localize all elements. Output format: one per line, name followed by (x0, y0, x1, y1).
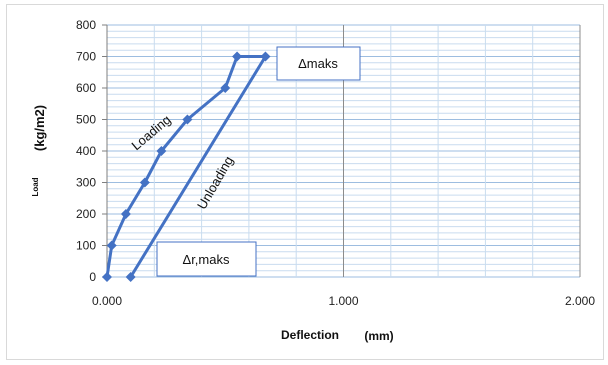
data-point-marker (232, 51, 243, 62)
x-axis-label: Deflection (281, 328, 339, 342)
y-tick-label: 600 (76, 81, 96, 95)
x-tick-labels: 0.000 1.000 2.000 (92, 294, 595, 308)
delta-r-max-label: Δr,maks (183, 252, 230, 267)
data-point-marker (106, 240, 117, 251)
data-point-marker (220, 83, 231, 93)
y-tick-label: 700 (76, 50, 96, 64)
delta-max-box (276, 46, 361, 81)
y-axis-label: Load (31, 177, 40, 196)
y-tick-label: 0 (89, 270, 96, 284)
series-line (105, 55, 267, 278)
y-tick-label: 800 (76, 18, 96, 32)
y-tick-labels: 0 100 200 300 400 500 600 700 800 (76, 18, 107, 284)
data-point-marker (102, 272, 112, 282)
data-point-marker (156, 146, 167, 156)
data-point-marker (125, 272, 136, 282)
delta-max-label: Δmaks (298, 56, 338, 71)
x-tick-label: 0.000 (92, 294, 122, 308)
delta-r-max-box (156, 241, 257, 277)
data-point-marker (139, 177, 150, 188)
y-axis-unit: (kg/m2) (32, 105, 47, 151)
x-axis-unit: (mm) (364, 329, 393, 343)
y-tick-label: 400 (76, 144, 96, 158)
y-tick-label: 100 (76, 239, 96, 253)
series (102, 51, 271, 282)
y-tick-label: 300 (76, 176, 96, 190)
x-tick-label: 1.000 (328, 294, 358, 308)
data-point-marker (182, 114, 193, 125)
y-tick-label: 200 (76, 207, 96, 221)
x-tick-label: 2.000 (565, 294, 595, 308)
data-point-marker (120, 209, 131, 219)
data-point-marker (260, 51, 271, 62)
y-tick-label: 500 (76, 113, 96, 127)
